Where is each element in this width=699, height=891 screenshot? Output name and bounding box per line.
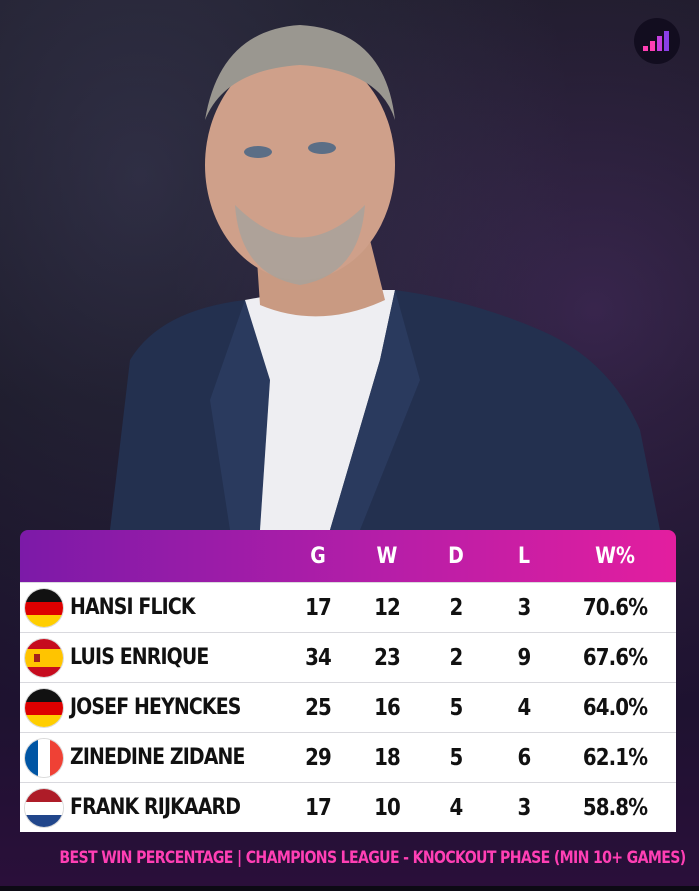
wins-value: 16 [374, 694, 401, 721]
column-header-l: L [517, 543, 531, 569]
table-row: ZINEDINE ZIDANE 29 18 5 6 62.1% [20, 732, 676, 782]
win-percent-value: 70.6% [582, 594, 648, 621]
wins-value: 12 [374, 594, 401, 621]
table-row: HANSI FLICK 17 12 2 3 70.6% [20, 582, 676, 632]
table-row: JOSEF HEYNCKES 25 16 5 4 64.0% [20, 682, 676, 732]
column-header-w: W [376, 543, 398, 569]
losses-value: 6 [517, 744, 532, 771]
draws-value: 5 [449, 694, 464, 721]
losses-value: 3 [517, 594, 532, 621]
netherlands-flag-icon [25, 788, 63, 827]
wins-value: 23 [374, 644, 401, 671]
games-value: 17 [305, 794, 332, 821]
wins-value: 10 [374, 794, 401, 821]
france-flag-icon [25, 738, 63, 777]
coach-cell: LUIS ENRIQUE [20, 638, 288, 677]
losses-value: 4 [517, 694, 532, 721]
table-header: G W D L W% [20, 530, 676, 582]
coach-name: HANSI FLICK [70, 595, 196, 620]
coach-cell: FRANK RIJKAARD [20, 788, 288, 827]
coach-cell: ZINEDINE ZIDANE [20, 738, 288, 777]
wins-value: 18 [374, 744, 401, 771]
games-value: 34 [305, 644, 332, 671]
draws-value: 5 [449, 744, 464, 771]
win-percent-value: 67.6% [582, 644, 648, 671]
germany-flag-icon [25, 588, 63, 627]
coach-name: ZINEDINE ZIDANE [70, 745, 245, 770]
germany-flag-icon [25, 688, 63, 727]
win-percent-value: 62.1% [582, 744, 648, 771]
column-header-d: D [448, 543, 464, 569]
draws-value: 2 [449, 644, 464, 671]
column-header-g: G [310, 543, 326, 569]
column-header-win-percent: W% [595, 543, 635, 569]
table-row: LUIS ENRIQUE 34 23 2 9 67.6% [20, 632, 676, 682]
win-percent-value: 64.0% [582, 694, 648, 721]
spain-flag-icon [25, 638, 63, 677]
coach-name: FRANK RIJKAARD [70, 795, 241, 820]
caption: BEST WIN PERCENTAGE | CHAMPIONS LEAGUE -… [59, 848, 686, 868]
losses-value: 9 [517, 644, 532, 671]
win-percentage-table: G W D L W% HANSI FLICK 17 12 2 3 70.6% L… [20, 530, 676, 832]
coach-name: LUIS ENRIQUE [70, 645, 209, 670]
bar-steps-logo-icon [634, 18, 680, 64]
coach-name: JOSEF HEYNCKES [70, 695, 241, 720]
draws-value: 4 [449, 794, 464, 821]
games-value: 29 [305, 744, 332, 771]
losses-value: 3 [517, 794, 532, 821]
games-value: 17 [305, 594, 332, 621]
win-percent-value: 58.8% [582, 794, 648, 821]
games-value: 25 [305, 694, 332, 721]
table-row: FRANK RIJKAARD 17 10 4 3 58.8% [20, 782, 676, 832]
coach-cell: JOSEF HEYNCKES [20, 688, 288, 727]
coach-cell: HANSI FLICK [20, 588, 288, 627]
draws-value: 2 [449, 594, 464, 621]
